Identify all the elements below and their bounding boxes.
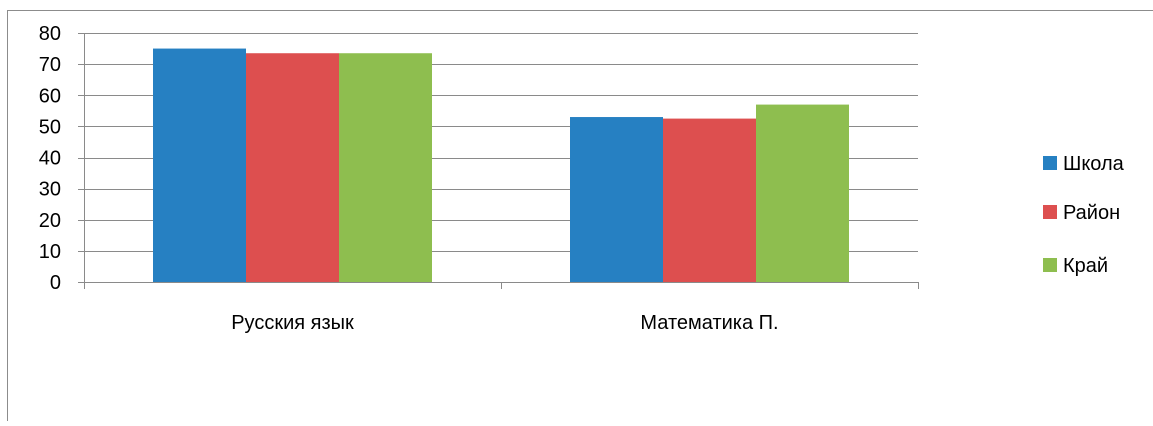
bar-1-2	[246, 53, 339, 283]
legend: Школа Район Край	[1043, 153, 1125, 277]
legend-swatch-3	[1043, 258, 1057, 272]
y-tick-label: 10	[39, 241, 61, 263]
legend-label-2: Район	[1063, 202, 1120, 224]
bar-2-2	[663, 118, 756, 282]
x-category-label: Математика П.	[640, 312, 778, 334]
y-tick-label: 80	[39, 23, 61, 45]
y-tick-label: 20	[39, 210, 61, 232]
x-axis	[84, 282, 919, 289]
y-tick-label: 0	[50, 272, 61, 294]
y-tick-label: 30	[39, 179, 61, 201]
bar-1-3	[339, 53, 432, 283]
bar-2-1	[570, 117, 663, 282]
y-tick-label: 40	[39, 148, 61, 170]
legend-swatch-2	[1043, 205, 1057, 219]
chart-frame-border	[7, 10, 1153, 421]
y-tick-label: 70	[39, 54, 61, 76]
bar-2-3	[756, 104, 849, 283]
bar-1-1	[153, 48, 246, 282]
legend-label-1: Школа	[1063, 153, 1125, 175]
y-tick-label: 50	[39, 116, 61, 138]
x-category-label: Русския язык	[231, 312, 354, 334]
y-tick-label: 60	[39, 85, 61, 107]
x-axis-category-labels: Русския язык Математика П.	[231, 312, 778, 334]
legend-label-3: Край	[1063, 255, 1108, 277]
bars	[153, 48, 849, 283]
legend-swatch-1	[1043, 156, 1057, 170]
y-axis-tick-labels: 0 10 20 30 40 50 60 70 80	[39, 23, 61, 294]
